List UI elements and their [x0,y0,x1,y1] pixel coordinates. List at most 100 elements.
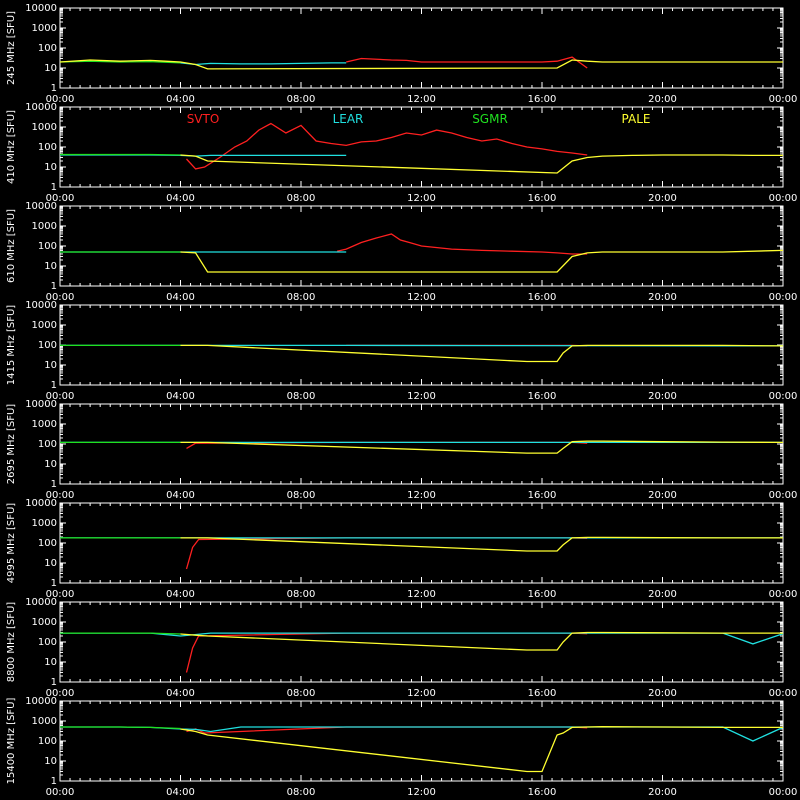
series-line-pale [180,536,783,552]
x-tick-label: 04:00 [166,688,195,699]
y-axis-label: 2695 MHz [SFU] [6,404,17,485]
y-tick-label: 10 [44,657,57,668]
x-tick-label: 16:00 [528,193,557,204]
series-line-pale [180,726,783,773]
x-tick-label: 12:00 [407,787,436,798]
x-tick-label: 04:00 [166,589,195,600]
x-tick-label: 08:00 [287,490,316,501]
plot-frame [59,106,784,188]
x-tick-label: 00:00 [46,391,75,402]
y-tick-label: 100 [38,43,57,54]
x-tick-label: 00:00 [769,589,798,600]
y-axis-label: 15400 MHz [SFU] [6,698,17,785]
x-tick-label: 00:00 [769,688,798,699]
series-line-svto [185,632,588,673]
x-tick-label: 12:00 [407,490,436,501]
x-tick-label: 08:00 [287,787,316,798]
y-tick-label: 1 [51,182,57,193]
x-tick-label: 00:00 [769,193,798,204]
x-tick-label: 12:00 [407,193,436,204]
y-tick-label: 10 [44,756,57,767]
x-tick-label: 20:00 [648,490,677,501]
plot-frame [59,601,784,683]
x-tick-label: 00:00 [46,688,75,699]
x-tick-label: 12:00 [407,589,436,600]
y-axis-label: 610 MHz [SFU] [6,209,17,283]
y-tick-label: 10000 [25,3,57,14]
y-tick-label: 1 [51,776,57,787]
series-line-pale [180,249,784,273]
x-tick-label: 16:00 [528,589,557,600]
y-tick-label: 10 [44,459,57,470]
plot-frame [59,7,784,89]
y-tick-label: 10 [44,162,57,173]
x-tick-label: 20:00 [648,94,677,105]
y-axis-label: 245 MHz [SFU] [6,11,17,85]
y-tick-label: 10000 [25,102,57,113]
x-tick-label: 08:00 [287,589,316,600]
y-tick-label: 1000 [32,419,57,430]
x-tick-label: 00:00 [46,94,75,105]
series-line-pale [180,344,784,363]
plot-frame [59,502,784,584]
y-tick-label: 1000 [32,122,57,133]
series-line-svto [185,537,588,570]
y-tick-label: 1000 [32,518,57,529]
x-tick-label: 04:00 [166,292,195,303]
y-axis-label: 4995 MHz [SFU] [6,503,17,584]
y-tick-label: 1000 [32,221,57,232]
x-tick-label: 04:00 [166,787,195,798]
series-line-lear [180,62,347,66]
series-line-lear [60,726,784,742]
x-tick-label: 00:00 [46,787,75,798]
x-tick-label: 20:00 [648,193,677,204]
y-axis-label: 1415 MHz [SFU] [6,305,17,386]
y-tick-label: 1000 [32,617,57,628]
y-tick-label: 1 [51,578,57,589]
x-tick-label: 00:00 [769,787,798,798]
x-tick-label: 08:00 [287,688,316,699]
x-tick-label: 04:00 [166,94,195,105]
y-tick-label: 100 [38,142,57,153]
y-tick-label: 10 [44,558,57,569]
x-tick-label: 16:00 [528,787,557,798]
y-axis-label: 410 MHz [SFU] [6,110,17,184]
series-line-sgmr [59,60,181,64]
y-tick-label: 100 [38,538,57,549]
plot-frame [59,700,784,782]
x-tick-label: 08:00 [287,94,316,105]
x-tick-label: 00:00 [46,589,75,600]
x-tick-label: 20:00 [648,589,677,600]
x-tick-label: 00:00 [769,292,798,303]
series-line-lear [60,632,784,645]
y-tick-label: 1 [51,479,57,490]
series-line-svto [186,726,588,734]
y-tick-label: 10000 [25,201,57,212]
series-line-pale [180,631,783,651]
y-tick-label: 10 [44,360,57,371]
series-line-svto [186,122,588,170]
x-tick-label: 12:00 [407,94,436,105]
legend-lear: LEAR [333,112,364,126]
y-tick-label: 1000 [32,716,57,727]
x-tick-label: 00:00 [46,193,75,204]
x-tick-label: 00:00 [769,391,798,402]
x-tick-label: 04:00 [166,391,195,402]
legend-sgmr: SGMR [472,112,508,126]
y-tick-label: 1 [51,380,57,391]
series-line-svto [346,56,588,69]
x-tick-label: 04:00 [166,490,195,501]
x-tick-label: 16:00 [528,94,557,105]
y-tick-label: 1000 [32,23,57,34]
series-line-sgmr [60,153,181,156]
y-tick-label: 10000 [25,498,57,509]
y-tick-label: 100 [38,340,57,351]
x-tick-label: 04:00 [166,193,195,204]
